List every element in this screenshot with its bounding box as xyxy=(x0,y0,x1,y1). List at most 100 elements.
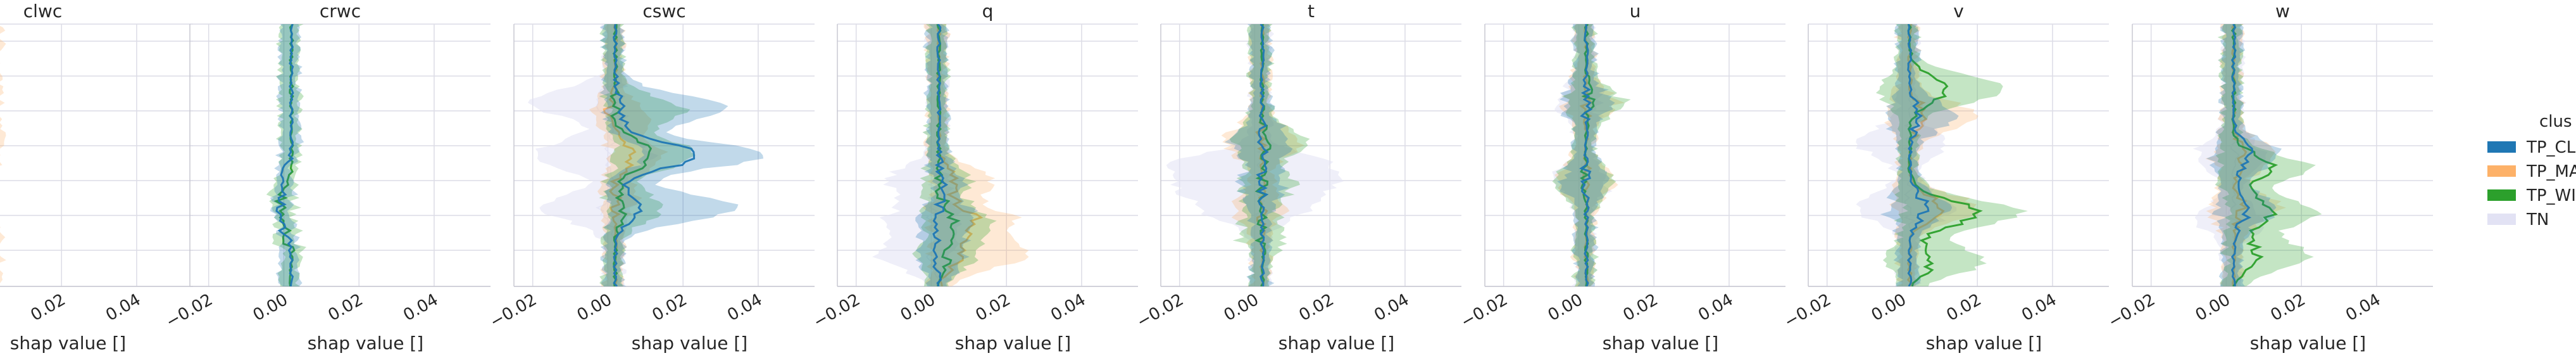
band-TP_MA xyxy=(0,25,6,284)
panel-t: t −0.02 0.00 0.02 0.04 shap value [] xyxy=(1134,1,1461,354)
legend: clus TP_CL TP_MA TP_WI TN xyxy=(2487,112,2576,229)
x-tick-label: 0.04 xyxy=(400,290,441,325)
panel-q: q −0.02 0.00 0.02 0.04 shap value [] xyxy=(810,1,1138,354)
band-TP_WI xyxy=(599,24,696,286)
x-tick-label: −0.02 xyxy=(1134,290,1187,332)
band-TP_WI xyxy=(1875,24,2028,286)
x-tick-label: −0.02 xyxy=(810,290,863,332)
band-TN xyxy=(1166,24,1344,286)
legend-swatch-TP_WI xyxy=(2487,189,2516,201)
band-TP_CL xyxy=(599,24,764,286)
x-tick-label: −0.02 xyxy=(163,290,216,332)
legend-swatch-TN xyxy=(2487,214,2516,225)
panel-crwc: crwc −0.02 0.00 0.02 0.04 shap value [] xyxy=(163,1,491,354)
panel-title: v xyxy=(1953,1,1964,22)
band-TP_MA xyxy=(1554,24,1625,286)
x-axis-label: shap value [] xyxy=(955,333,1071,354)
x-tick-label: 0.00 xyxy=(897,290,939,325)
legend-title: clus xyxy=(2539,112,2572,131)
band-TP_CL xyxy=(1224,24,1293,286)
series-group xyxy=(266,24,306,286)
x-tick-label: 0.04 xyxy=(1371,290,1412,325)
panel-v: v −0.02 0.00 0.02 0.04 shap value [] xyxy=(1781,1,2109,354)
band-TP_MA xyxy=(1884,24,1980,286)
panel-title: clwc xyxy=(23,1,62,22)
panel-cswc: cswc −0.02 0.00 0.02 0.04 shap value [] xyxy=(487,1,815,354)
x-axis-label: shap value [] xyxy=(308,333,423,354)
band-TP_CL xyxy=(1880,24,1959,286)
x-tick-label: −0.02 xyxy=(1781,290,1834,332)
line-TP_CL xyxy=(1256,24,1269,286)
legend-label-TP_MA: TP_MA xyxy=(2526,162,2576,181)
panel-u: u −0.02 0.00 0.02 0.04 shap value [] xyxy=(1458,1,1785,354)
x-axis-label: shap value [] xyxy=(2250,333,2366,354)
series-group xyxy=(1856,24,2028,286)
x-tick-label: 0.04 xyxy=(1695,290,1736,325)
x-tick-label: 0.02 xyxy=(2268,290,2309,325)
x-tick-label: 0.02 xyxy=(325,290,366,325)
x-tick-label: −0.02 xyxy=(487,290,540,332)
x-tick-label: −0.02 xyxy=(2105,290,2158,332)
line-TP_WI xyxy=(273,24,296,286)
line-TP_CL xyxy=(1906,24,1930,286)
band-TN xyxy=(528,24,659,286)
x-tick-label: 0.02 xyxy=(28,290,69,325)
line-TP_CL xyxy=(2230,24,2254,286)
line-TP_CL xyxy=(612,24,696,286)
x-tick-label: 0.04 xyxy=(103,290,144,325)
series-group xyxy=(1166,24,1344,286)
panel-title: q xyxy=(982,1,994,22)
x-tick-label: −0.02 xyxy=(1458,290,1511,332)
x-tick-label: 0.04 xyxy=(724,290,765,325)
band-TN xyxy=(2192,24,2268,286)
band-TP_WI xyxy=(1229,24,1310,286)
x-tick-label: 0.04 xyxy=(1047,290,1089,325)
panel-title: cswc xyxy=(642,1,685,22)
line-TP_CL xyxy=(275,24,294,286)
x-tick-label: 0.00 xyxy=(1545,290,1586,325)
legend-label-TP_WI: TP_WI xyxy=(2526,186,2576,205)
band-TN xyxy=(1552,24,1613,286)
line-TP_WI xyxy=(933,24,961,286)
band-TP_WI xyxy=(1552,24,1631,286)
band-TP_CL xyxy=(2206,24,2282,286)
x-tick-label: 0.02 xyxy=(973,290,1014,325)
legend-label-TP_CL: TP_CL xyxy=(2526,138,2576,157)
panel-title: w xyxy=(2275,1,2290,22)
band-TP_CL xyxy=(915,24,979,286)
series-group xyxy=(872,24,1029,286)
x-tick-label: 0.02 xyxy=(1296,290,1337,325)
x-tick-label: 0.02 xyxy=(1620,290,1661,325)
band-TP_WI xyxy=(266,24,306,286)
panels: clwc −0.02 0.00 0.02 0.04 shap value [] crwc −0… xyxy=(0,1,2433,354)
band-TP_MA xyxy=(2205,24,2286,286)
legend-label-TN: TN xyxy=(2526,210,2549,229)
x-tick-label: 0.00 xyxy=(574,290,615,325)
band-TP_CL xyxy=(270,24,304,286)
x-tick-label: 0.00 xyxy=(250,290,291,325)
line-TP_CL xyxy=(1579,24,1593,286)
x-axis-label: shap value [] xyxy=(1603,333,1718,354)
x-tick-label: 0.04 xyxy=(2342,290,2384,325)
x-tick-label: 0.00 xyxy=(1221,290,1262,325)
panel-w: w −0.02 0.00 0.02 0.04 shap value [] xyxy=(2105,1,2433,354)
x-axis-label: shap value [] xyxy=(10,333,126,354)
series-group xyxy=(0,25,6,284)
x-tick-label: 0.02 xyxy=(1944,290,1985,325)
x-axis-label: shap value [] xyxy=(1926,333,2042,354)
panel-title: u xyxy=(1630,1,1641,22)
band-TP_MA xyxy=(922,24,1029,286)
x-tick-label: 0.02 xyxy=(649,290,691,325)
band-TP_CL xyxy=(1557,24,1615,286)
legend-swatch-TP_CL xyxy=(2487,141,2516,153)
x-axis-label: shap value [] xyxy=(1279,333,1394,354)
x-tick-label: 0.00 xyxy=(2192,290,2234,325)
x-tick-label: 0.00 xyxy=(1868,290,1910,325)
line-TP_CL xyxy=(932,24,949,286)
series-group xyxy=(1552,24,1631,286)
series-group xyxy=(2192,24,2322,286)
x-axis-label: shap value [] xyxy=(632,333,747,354)
x-tick-label: 0.04 xyxy=(2018,290,2060,325)
